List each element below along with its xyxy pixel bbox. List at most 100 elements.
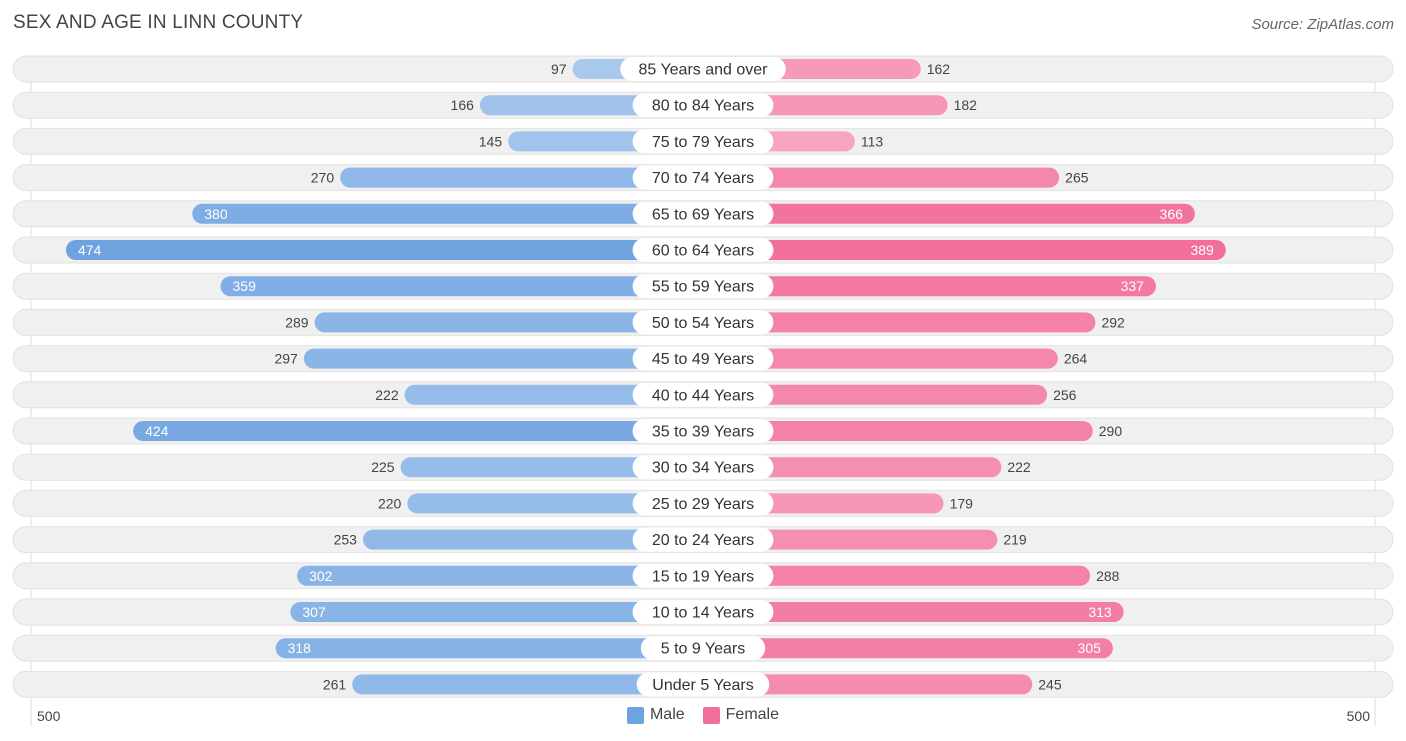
female-value-label: 292	[1101, 314, 1125, 330]
category-pill	[632, 274, 774, 299]
category-label: 20 to 24 Years	[652, 532, 754, 549]
axis-max-label: 500	[1346, 708, 1370, 724]
female-value-label: 305	[1078, 640, 1102, 656]
female-bar	[703, 203, 1195, 224]
category-pill	[632, 419, 774, 443]
male-bar	[362, 529, 703, 550]
category-label: 60 to 64 Years	[652, 243, 754, 260]
male-value-label: 289	[285, 314, 309, 330]
female-bar	[703, 421, 1093, 441]
legend-item-female[interactable]: Female	[702, 706, 780, 724]
female-value-label: 219	[1003, 532, 1027, 548]
category-label: 25 to 29 Years	[652, 496, 754, 513]
male-bar	[275, 638, 703, 659]
male-bar	[340, 167, 703, 188]
female-bar	[703, 602, 1124, 622]
female-value-label: 389	[1190, 242, 1214, 258]
male-bar	[65, 240, 704, 260]
female-value-label: 222	[1007, 459, 1031, 475]
category-label: 70 to 74 Years	[652, 170, 754, 187]
female-value-label: 182	[954, 97, 978, 113]
category-pill	[632, 165, 774, 190]
category-label: 30 to 34 Years	[652, 460, 754, 477]
category-pill	[632, 129, 774, 154]
male-value-label: 145	[479, 133, 503, 149]
male-value-label: 424	[145, 423, 169, 439]
category-label: 75 to 79 Years	[652, 134, 754, 151]
male-value-label: 318	[288, 640, 312, 656]
category-label: 85 Years and over	[639, 62, 769, 79]
female-bar	[703, 348, 1058, 369]
male-bar	[133, 421, 704, 441]
female-value-label: 245	[1038, 676, 1062, 692]
male-bar	[407, 493, 703, 514]
female-bar	[703, 167, 1060, 188]
female-bar	[703, 674, 1033, 695]
category-pill	[632, 201, 774, 226]
female-bar	[703, 638, 1113, 659]
category-label: Under 5 Years	[652, 677, 753, 694]
male-value-label: 166	[451, 97, 475, 113]
category-label: 65 to 69 Years	[652, 206, 754, 223]
category-pill	[640, 636, 766, 661]
male-swatch	[626, 706, 644, 724]
female-value-label: 162	[927, 61, 951, 77]
female-value-label: 313	[1088, 604, 1112, 620]
female-bar	[703, 529, 998, 550]
female-bar	[703, 276, 1156, 297]
female-value-label: 264	[1064, 351, 1088, 367]
male-value-label: 225	[371, 459, 395, 475]
category-pill	[632, 563, 774, 588]
category-label: 40 to 44 Years	[652, 387, 754, 404]
female-bar	[703, 240, 1226, 260]
category-label: 5 to 9 Years	[661, 641, 746, 658]
female-bar	[703, 312, 1096, 333]
female-value-label: 179	[950, 495, 974, 511]
category-pill	[632, 600, 774, 624]
female-value-label: 366	[1160, 206, 1184, 222]
category-label: 45 to 49 Years	[652, 351, 754, 368]
male-bar	[297, 565, 703, 586]
male-bar	[314, 312, 703, 333]
female-swatch	[702, 706, 720, 724]
female-value-label: 337	[1121, 278, 1145, 294]
category-label: 80 to 84 Years	[652, 98, 754, 115]
male-bar	[352, 674, 703, 695]
category-label: 15 to 19 Years	[652, 568, 754, 585]
legend-label-female: Female	[725, 706, 780, 723]
male-bar	[404, 384, 703, 405]
category-pill	[632, 93, 774, 118]
category-pill	[632, 310, 774, 335]
male-bar	[400, 457, 703, 478]
category-pill	[632, 382, 774, 407]
category-pill	[632, 346, 774, 371]
category-label: 55 to 59 Years	[652, 279, 754, 296]
category-label: 50 to 54 Years	[652, 315, 754, 332]
chart-title: SEX AND AGE IN LINN COUNTY	[13, 12, 304, 33]
legend-item-male[interactable]: Male	[626, 706, 685, 724]
category-pill	[632, 455, 774, 480]
male-value-label: 97	[551, 61, 567, 77]
male-bar	[303, 348, 703, 369]
category-pill	[632, 491, 774, 516]
male-bar	[290, 602, 703, 622]
female-value-label: 265	[1065, 170, 1089, 186]
female-value-label: 290	[1099, 423, 1123, 439]
male-value-label: 474	[78, 242, 102, 258]
legend: Male Female	[0, 706, 1406, 724]
male-value-label: 261	[323, 676, 347, 692]
female-value-label: 113	[861, 133, 884, 149]
female-value-label: 256	[1053, 387, 1077, 403]
male-value-label: 302	[309, 568, 333, 584]
legend-label-male: Male	[649, 706, 685, 723]
male-value-label: 307	[302, 604, 326, 620]
category-pill	[636, 672, 770, 697]
male-value-label: 380	[204, 206, 228, 222]
male-value-label: 359	[233, 278, 257, 294]
male-value-label: 270	[311, 170, 335, 186]
male-value-label: 253	[334, 532, 358, 548]
male-value-label: 222	[375, 387, 399, 403]
male-bar	[220, 276, 703, 297]
axis-min-label: 500	[37, 708, 61, 724]
